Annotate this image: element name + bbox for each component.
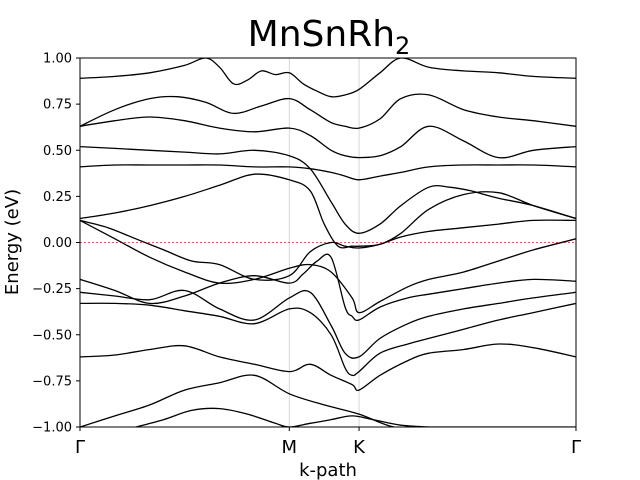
y-tick-label: −0.50: [32, 328, 72, 343]
y-tick-label: 1.00: [43, 52, 72, 67]
band-line-11: [80, 116, 576, 159]
band-line-6: [80, 219, 576, 314]
band-line-4: [80, 289, 576, 359]
band-line-12: [80, 93, 576, 130]
band-line-0: [80, 374, 576, 427]
x-axis-label: k-path: [299, 460, 357, 480]
x-tick-label: Γ: [75, 437, 85, 458]
band-line-9: [80, 164, 576, 181]
y-tick-label: −0.25: [32, 282, 72, 297]
x-tick-label: M: [282, 437, 298, 458]
band-line-10: [80, 145, 576, 234]
band-line-1: [135, 407, 429, 427]
band-line-8: [80, 173, 576, 249]
y-tick-label: 0.00: [43, 236, 72, 251]
y-tick-label: 0.50: [43, 144, 72, 159]
band-line-7: [80, 219, 576, 281]
y-tick-label: 0.25: [43, 190, 72, 205]
x-tick-label: Γ: [571, 437, 581, 458]
band-line-13: [80, 58, 576, 98]
y-tick-label: −0.75: [32, 374, 72, 389]
band-line-5: [80, 253, 576, 322]
band-line-2: [80, 343, 576, 392]
band-line-3: [80, 302, 576, 377]
y-axis-label: Energy (eV): [2, 189, 23, 295]
x-tick-label: K: [353, 437, 366, 458]
y-tick-label: −1.00: [32, 421, 72, 436]
y-tick-label: 0.75: [43, 98, 72, 113]
chart-title: MnSnRh2: [247, 14, 411, 61]
